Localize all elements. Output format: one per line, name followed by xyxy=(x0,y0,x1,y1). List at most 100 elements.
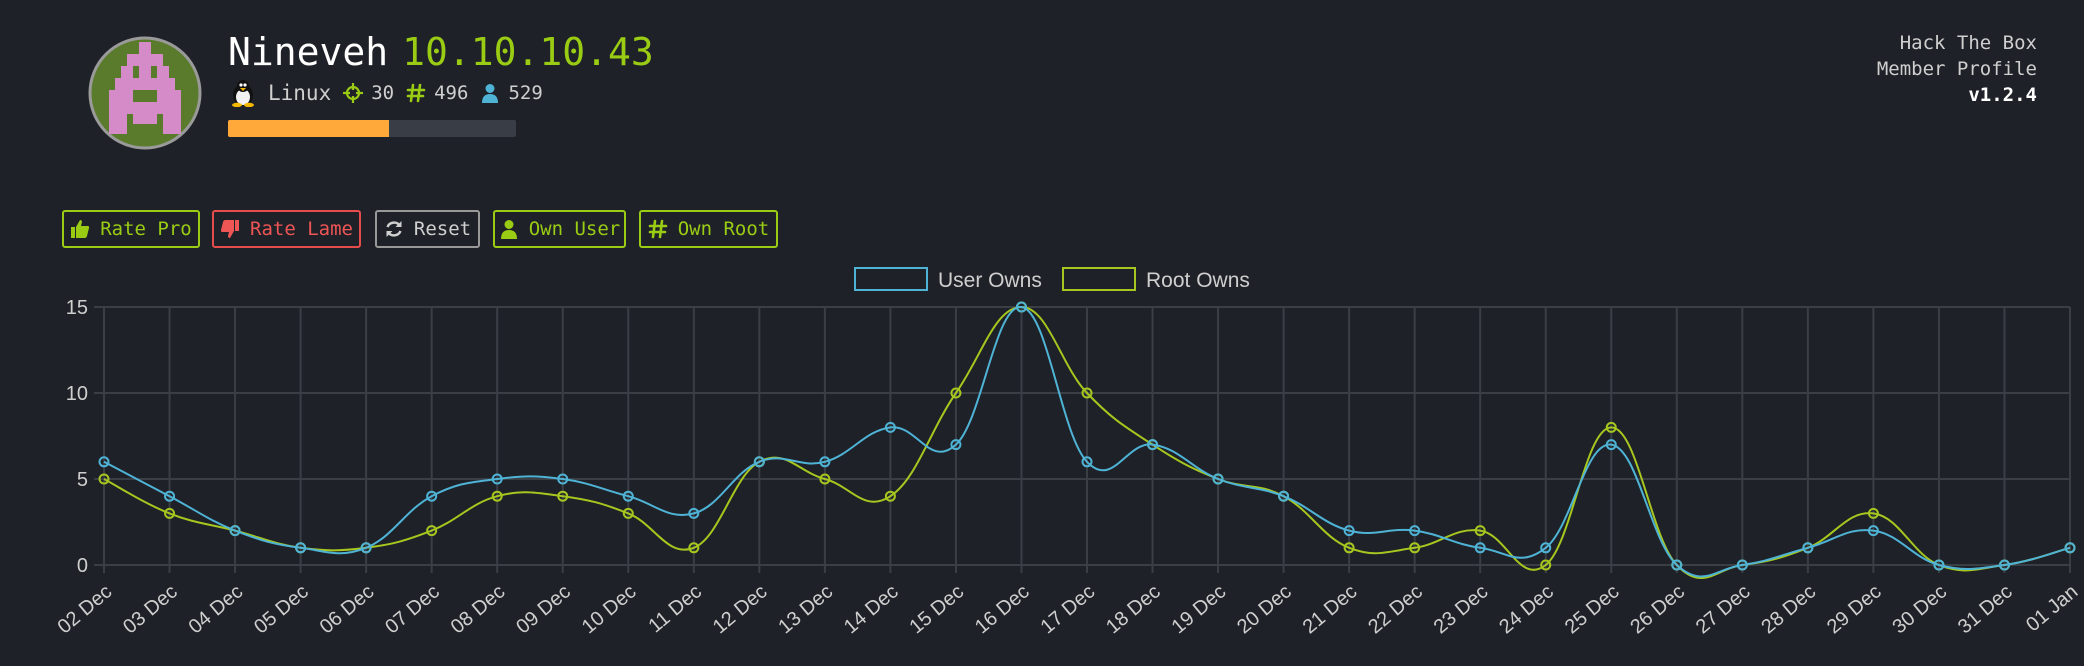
data-point xyxy=(950,387,962,399)
x-tick-label: 20 Dec xyxy=(1233,581,1296,639)
data-point xyxy=(1605,421,1617,433)
y-tick-label: 0 xyxy=(77,555,88,577)
x-tick-label: 22 Dec xyxy=(1364,581,1427,639)
x-tick-label: 17 Dec xyxy=(1037,581,1100,639)
x-tick-label: 05 Dec xyxy=(250,581,313,639)
x-tick-label: 11 Dec xyxy=(644,581,706,638)
data-point xyxy=(884,490,896,502)
data-point xyxy=(1605,439,1617,451)
x-tick-label: 10 Dec xyxy=(578,581,641,639)
linux-penguin-icon xyxy=(232,80,254,107)
machine-root-owns: 496 xyxy=(434,82,469,104)
data-point xyxy=(491,473,503,485)
rate-pro-label: Rate Pro xyxy=(100,218,192,240)
user-icon xyxy=(500,220,517,239)
x-tick-label: 12 Dec xyxy=(709,581,772,639)
data-point xyxy=(98,456,110,468)
x-tick-label: 03 Dec xyxy=(119,581,182,639)
x-tick-label: 02 Dec xyxy=(54,581,117,639)
rate-lame-label: Rate Lame xyxy=(250,218,353,240)
data-point xyxy=(1474,525,1486,537)
machine-user-owns: 529 xyxy=(508,82,543,104)
thumbs-down-icon xyxy=(220,220,240,238)
reset-label: Reset xyxy=(413,218,472,240)
x-tick-label: 06 Dec xyxy=(316,581,379,639)
rate-lame-button[interactable]: Rate Lame xyxy=(212,210,361,248)
data-point xyxy=(753,456,765,468)
data-point xyxy=(622,507,634,519)
data-point xyxy=(1147,439,1159,451)
machine-title: Nineveh 10.10.10.43 xyxy=(228,28,654,76)
x-tick-label: 25 Dec xyxy=(1561,581,1624,639)
own-root-button[interactable]: Own Root xyxy=(639,210,778,248)
chart-series xyxy=(98,301,2076,579)
x-tick-label: 14 Dec xyxy=(840,581,903,639)
data-point xyxy=(426,525,438,537)
thumbs-up-icon xyxy=(71,220,90,238)
x-tick-label: 07 Dec xyxy=(381,581,444,639)
data-point xyxy=(98,473,110,485)
chart-legend: User Owns Root Owns xyxy=(854,267,1250,292)
x-tick-label: 04 Dec xyxy=(185,581,248,639)
brand-block: Hack The Box Member Profile v1.2.4 xyxy=(1877,30,2037,108)
x-tick-label: 21 Dec xyxy=(1299,581,1362,639)
brand-line2: Member Profile xyxy=(1876,58,2037,80)
user-icon xyxy=(482,84,499,103)
data-point xyxy=(360,542,372,554)
data-point xyxy=(1212,473,1224,485)
brand-line1: Hack The Box xyxy=(1899,32,2037,54)
data-point xyxy=(295,542,307,554)
data-point xyxy=(229,525,241,537)
data-point xyxy=(491,490,503,502)
x-tick-label: 18 Dec xyxy=(1102,581,1165,639)
data-point xyxy=(426,490,438,502)
x-tick-label: 24 Dec xyxy=(1495,581,1558,639)
data-point xyxy=(819,456,831,468)
data-point xyxy=(1540,542,1552,554)
own-root-label: Own Root xyxy=(677,218,770,240)
y-tick-label: 5 xyxy=(77,469,88,491)
data-point xyxy=(1343,542,1355,554)
data-point xyxy=(2064,542,2076,554)
x-tick-label: 16 Dec xyxy=(971,581,1034,639)
machine-avatar xyxy=(88,36,202,150)
machine-meta: Linux 30 496 529 xyxy=(230,78,543,108)
hashtag-icon xyxy=(648,219,668,239)
reset-button[interactable]: Reset xyxy=(375,210,480,248)
data-point xyxy=(1933,559,1945,571)
own-user-label: Own User xyxy=(528,218,621,240)
data-point xyxy=(688,507,700,519)
legend-label-0: User Owns xyxy=(938,269,1042,292)
refresh-icon xyxy=(386,221,402,237)
own-user-button[interactable]: Own User xyxy=(493,210,626,248)
x-tick-label: 27 Dec xyxy=(1692,581,1755,639)
data-point xyxy=(557,490,569,502)
x-tick-label: 26 Dec xyxy=(1626,581,1689,639)
y-tick-label: 10 xyxy=(66,383,88,405)
data-point xyxy=(1081,387,1093,399)
data-point xyxy=(1736,559,1748,571)
data-point xyxy=(950,439,962,451)
machine-points: 30 xyxy=(371,82,395,104)
data-point xyxy=(1998,559,2010,571)
data-point xyxy=(1409,525,1421,537)
data-point xyxy=(1802,542,1814,554)
chart-ticks: 0 5 10 15 02 Dec 03 Dec 04 Dec 05 Dec 06 Dec 07 D… xyxy=(54,297,2083,638)
legend-swatch-0 xyxy=(854,267,928,291)
owns-line-chart: User Owns Root Owns 0 5 10 15 02 Dec 03 Dec 04 … xyxy=(54,267,2083,638)
data-point xyxy=(688,542,700,554)
rate-pro-button[interactable]: Rate Pro xyxy=(62,210,200,248)
data-point xyxy=(1867,525,1879,537)
x-tick-label: 31 Dec xyxy=(1954,581,2017,639)
legend-swatch-1 xyxy=(1062,267,1136,291)
machine-progress-fill xyxy=(228,120,390,137)
x-tick-label: 09 Dec xyxy=(512,581,575,639)
machine-os: Linux xyxy=(268,81,332,105)
x-tick-label: 01 Jan xyxy=(2022,581,2082,636)
data-point xyxy=(1409,542,1421,554)
data-point xyxy=(1540,559,1552,571)
data-point xyxy=(164,490,176,502)
data-point xyxy=(1671,559,1683,571)
machine-ip: 10.10.10.43 xyxy=(402,30,654,74)
chart-grid xyxy=(94,306,2071,573)
